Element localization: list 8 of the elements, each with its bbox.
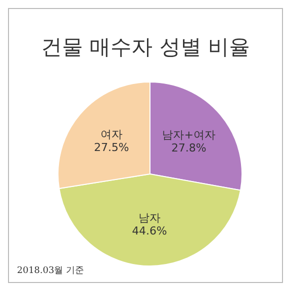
data-label: 27.8% <box>171 142 206 155</box>
data-label: 44.6% <box>132 224 167 238</box>
text: 2018.03월 기준 <box>17 265 84 277</box>
data-label: 27.5% <box>94 141 129 154</box>
slice-label: 남자 <box>138 212 161 225</box>
slice-label: 여자 <box>100 128 122 142</box>
chart-title: 건물 매수자 성별 비율 <box>40 34 252 61</box>
slice-label: 남자+여자 <box>162 128 216 142</box>
